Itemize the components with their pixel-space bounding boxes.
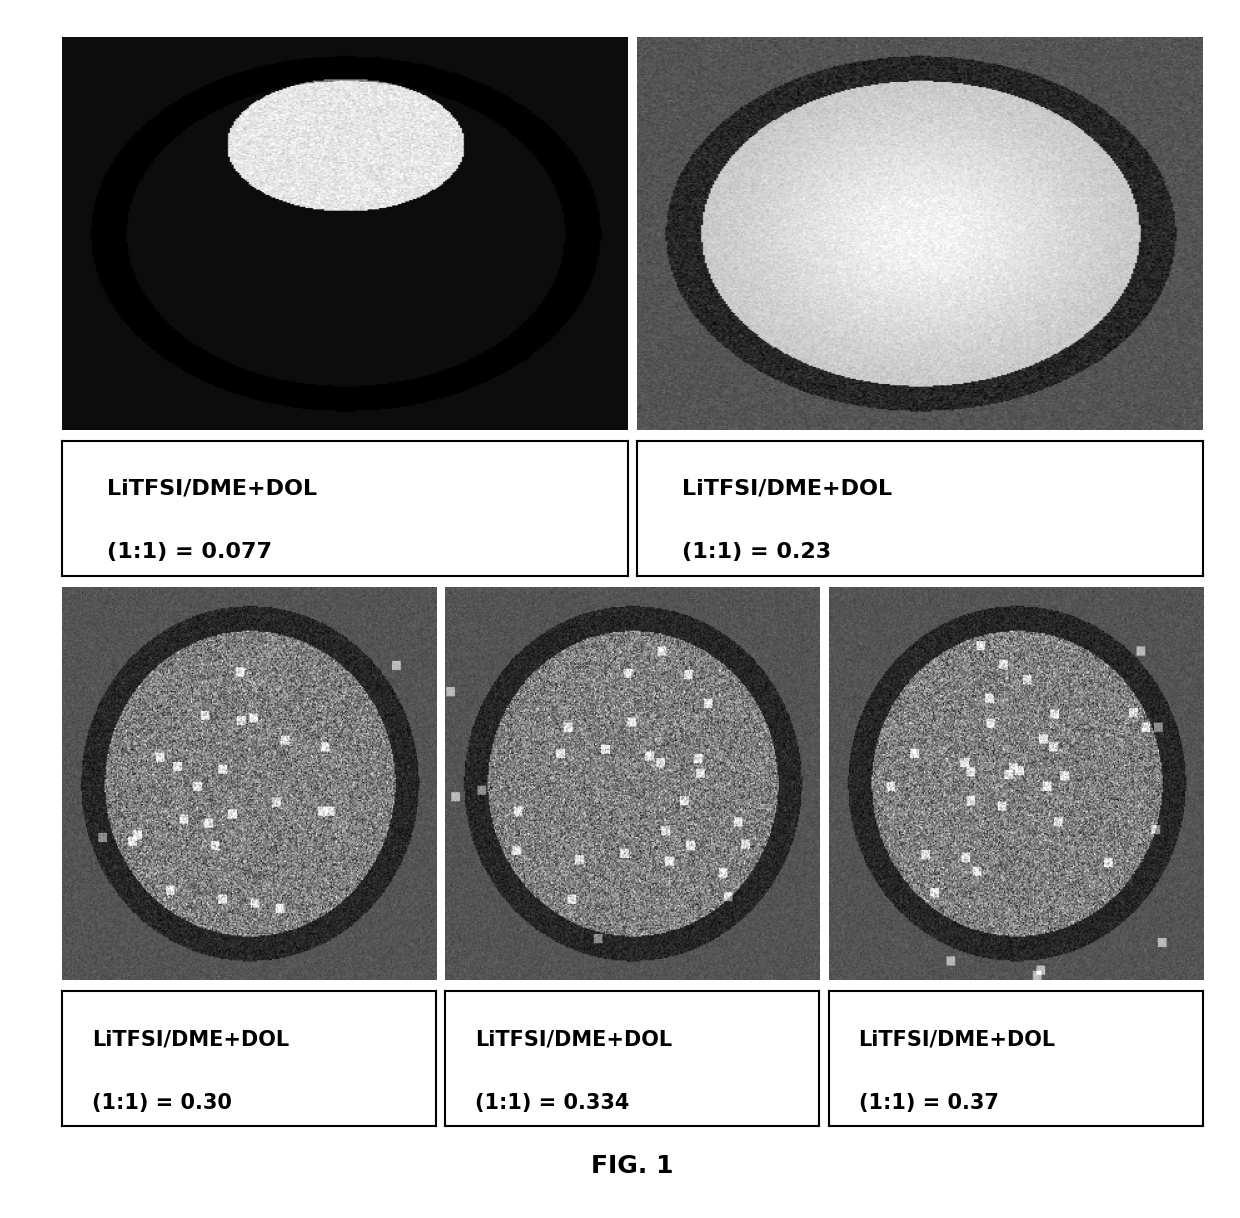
Text: (1:1) = 0.334: (1:1) = 0.334 bbox=[475, 1093, 630, 1112]
Text: LiTFSI/DME+DOL: LiTFSI/DME+DOL bbox=[858, 1029, 1055, 1049]
Text: (1:1) = 0.30: (1:1) = 0.30 bbox=[92, 1093, 232, 1112]
Text: (1:1) = 0.37: (1:1) = 0.37 bbox=[858, 1093, 998, 1112]
Text: FIG. 1: FIG. 1 bbox=[591, 1153, 673, 1178]
Text: LiTFSI/DME+DOL: LiTFSI/DME+DOL bbox=[92, 1029, 289, 1049]
Text: LiTFSI/DME+DOL: LiTFSI/DME+DOL bbox=[108, 479, 317, 498]
Text: (1:1) = 0.077: (1:1) = 0.077 bbox=[108, 542, 273, 563]
Text: LiTFSI/DME+DOL: LiTFSI/DME+DOL bbox=[475, 1029, 672, 1049]
Text: (1:1) = 0.23: (1:1) = 0.23 bbox=[682, 542, 831, 563]
Text: LiTFSI/DME+DOL: LiTFSI/DME+DOL bbox=[682, 479, 893, 498]
